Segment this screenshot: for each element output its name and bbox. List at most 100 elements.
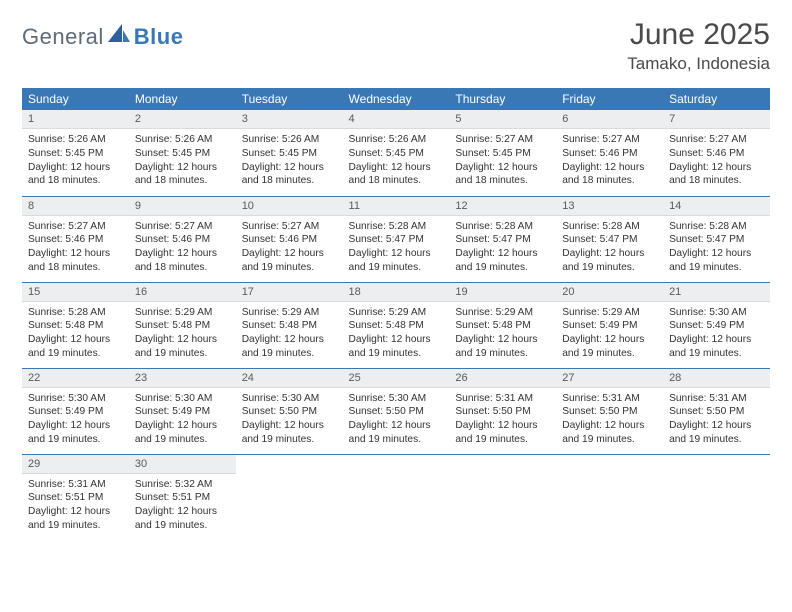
day-number: 14 — [663, 197, 770, 216]
daylight-line: Daylight: 12 hours and 19 minutes. — [242, 419, 337, 447]
calendar-day-cell: 13Sunrise: 5:28 AMSunset: 5:47 PMDayligh… — [556, 196, 663, 282]
day-details: Sunrise: 5:29 AMSunset: 5:48 PMDaylight:… — [236, 302, 343, 367]
day-number: 1 — [22, 110, 129, 129]
calendar-day-cell: 15Sunrise: 5:28 AMSunset: 5:48 PMDayligh… — [22, 282, 129, 368]
daylight-line: Daylight: 12 hours and 19 minutes. — [28, 505, 123, 533]
day-number: 26 — [449, 369, 556, 388]
daylight-line: Daylight: 12 hours and 18 minutes. — [135, 247, 230, 275]
calendar-day-cell: 5Sunrise: 5:27 AMSunset: 5:45 PMDaylight… — [449, 110, 556, 196]
sunset-line: Sunset: 5:45 PM — [455, 147, 550, 161]
day-number: 29 — [22, 455, 129, 474]
sunrise-line: Sunrise: 5:30 AM — [242, 392, 337, 406]
day-number: 12 — [449, 197, 556, 216]
calendar-table: SundayMondayTuesdayWednesdayThursdayFrid… — [22, 88, 770, 540]
day-number: 27 — [556, 369, 663, 388]
sunrise-line: Sunrise: 5:29 AM — [455, 306, 550, 320]
daylight-line: Daylight: 12 hours and 19 minutes. — [135, 505, 230, 533]
calendar-day-cell: 4Sunrise: 5:26 AMSunset: 5:45 PMDaylight… — [343, 110, 450, 196]
day-number: 6 — [556, 110, 663, 129]
sunset-line: Sunset: 5:49 PM — [669, 319, 764, 333]
daylight-line: Daylight: 12 hours and 19 minutes. — [669, 247, 764, 275]
day-details: Sunrise: 5:31 AMSunset: 5:50 PMDaylight:… — [556, 388, 663, 453]
calendar-day-cell: 6Sunrise: 5:27 AMSunset: 5:46 PMDaylight… — [556, 110, 663, 196]
calendar-day-cell: 24Sunrise: 5:30 AMSunset: 5:50 PMDayligh… — [236, 368, 343, 454]
daylight-line: Daylight: 12 hours and 19 minutes. — [669, 333, 764, 361]
sunrise-line: Sunrise: 5:32 AM — [135, 478, 230, 492]
sunset-line: Sunset: 5:47 PM — [669, 233, 764, 247]
brand-logo: General Blue — [22, 24, 183, 50]
day-number: 28 — [663, 369, 770, 388]
month-title: June 2025 — [627, 18, 770, 52]
calendar-day-cell: 19Sunrise: 5:29 AMSunset: 5:48 PMDayligh… — [449, 282, 556, 368]
day-details: Sunrise: 5:27 AMSunset: 5:45 PMDaylight:… — [449, 129, 556, 194]
day-number: 11 — [343, 197, 450, 216]
day-details: Sunrise: 5:29 AMSunset: 5:48 PMDaylight:… — [343, 302, 450, 367]
sunrise-line: Sunrise: 5:31 AM — [669, 392, 764, 406]
sunrise-line: Sunrise: 5:30 AM — [349, 392, 444, 406]
daylight-line: Daylight: 12 hours and 19 minutes. — [28, 333, 123, 361]
calendar-day-cell — [556, 454, 663, 540]
day-details: Sunrise: 5:28 AMSunset: 5:47 PMDaylight:… — [449, 216, 556, 281]
sunset-line: Sunset: 5:48 PM — [135, 319, 230, 333]
weekday-header: Tuesday — [236, 88, 343, 110]
sunrise-line: Sunrise: 5:29 AM — [562, 306, 657, 320]
calendar-day-cell: 10Sunrise: 5:27 AMSunset: 5:46 PMDayligh… — [236, 196, 343, 282]
calendar-week-row: 15Sunrise: 5:28 AMSunset: 5:48 PMDayligh… — [22, 282, 770, 368]
calendar-week-row: 22Sunrise: 5:30 AMSunset: 5:49 PMDayligh… — [22, 368, 770, 454]
sunrise-line: Sunrise: 5:26 AM — [28, 133, 123, 147]
sunrise-line: Sunrise: 5:26 AM — [135, 133, 230, 147]
day-number: 21 — [663, 283, 770, 302]
day-details: Sunrise: 5:27 AMSunset: 5:46 PMDaylight:… — [236, 216, 343, 281]
daylight-line: Daylight: 12 hours and 18 minutes. — [242, 161, 337, 189]
daylight-line: Daylight: 12 hours and 18 minutes. — [562, 161, 657, 189]
day-details: Sunrise: 5:26 AMSunset: 5:45 PMDaylight:… — [236, 129, 343, 194]
day-number: 25 — [343, 369, 450, 388]
day-details: Sunrise: 5:27 AMSunset: 5:46 PMDaylight:… — [556, 129, 663, 194]
calendar-day-cell: 1Sunrise: 5:26 AMSunset: 5:45 PMDaylight… — [22, 110, 129, 196]
day-details: Sunrise: 5:30 AMSunset: 5:50 PMDaylight:… — [343, 388, 450, 453]
sunrise-line: Sunrise: 5:31 AM — [28, 478, 123, 492]
sunrise-line: Sunrise: 5:26 AM — [349, 133, 444, 147]
sunset-line: Sunset: 5:46 PM — [135, 233, 230, 247]
weekday-header: Thursday — [449, 88, 556, 110]
calendar-day-cell: 26Sunrise: 5:31 AMSunset: 5:50 PMDayligh… — [449, 368, 556, 454]
daylight-line: Daylight: 12 hours and 19 minutes. — [135, 333, 230, 361]
daylight-line: Daylight: 12 hours and 18 minutes. — [669, 161, 764, 189]
sunset-line: Sunset: 5:48 PM — [28, 319, 123, 333]
calendar-day-cell — [663, 454, 770, 540]
day-details: Sunrise: 5:27 AMSunset: 5:46 PMDaylight:… — [129, 216, 236, 281]
page-header: General Blue June 2025 Tamako, Indonesia — [22, 18, 770, 74]
sunset-line: Sunset: 5:47 PM — [455, 233, 550, 247]
sunset-line: Sunset: 5:45 PM — [135, 147, 230, 161]
sunrise-line: Sunrise: 5:27 AM — [28, 220, 123, 234]
sunrise-line: Sunrise: 5:27 AM — [242, 220, 337, 234]
day-number: 9 — [129, 197, 236, 216]
daylight-line: Daylight: 12 hours and 18 minutes. — [349, 161, 444, 189]
calendar-day-cell: 20Sunrise: 5:29 AMSunset: 5:49 PMDayligh… — [556, 282, 663, 368]
sunset-line: Sunset: 5:47 PM — [562, 233, 657, 247]
location-label: Tamako, Indonesia — [627, 54, 770, 74]
sunrise-line: Sunrise: 5:28 AM — [562, 220, 657, 234]
calendar-head: SundayMondayTuesdayWednesdayThursdayFrid… — [22, 88, 770, 110]
day-details: Sunrise: 5:28 AMSunset: 5:47 PMDaylight:… — [663, 216, 770, 281]
daylight-line: Daylight: 12 hours and 19 minutes. — [242, 247, 337, 275]
day-number: 3 — [236, 110, 343, 129]
sunset-line: Sunset: 5:51 PM — [135, 491, 230, 505]
sunrise-line: Sunrise: 5:28 AM — [455, 220, 550, 234]
calendar-day-cell: 11Sunrise: 5:28 AMSunset: 5:47 PMDayligh… — [343, 196, 450, 282]
sunrise-line: Sunrise: 5:30 AM — [28, 392, 123, 406]
calendar-day-cell: 12Sunrise: 5:28 AMSunset: 5:47 PMDayligh… — [449, 196, 556, 282]
calendar-day-cell: 14Sunrise: 5:28 AMSunset: 5:47 PMDayligh… — [663, 196, 770, 282]
calendar-day-cell: 25Sunrise: 5:30 AMSunset: 5:50 PMDayligh… — [343, 368, 450, 454]
calendar-day-cell: 16Sunrise: 5:29 AMSunset: 5:48 PMDayligh… — [129, 282, 236, 368]
day-details: Sunrise: 5:29 AMSunset: 5:49 PMDaylight:… — [556, 302, 663, 367]
sunrise-line: Sunrise: 5:29 AM — [242, 306, 337, 320]
daylight-line: Daylight: 12 hours and 18 minutes. — [135, 161, 230, 189]
day-number: 23 — [129, 369, 236, 388]
weekday-header: Wednesday — [343, 88, 450, 110]
day-number: 30 — [129, 455, 236, 474]
calendar-day-cell: 23Sunrise: 5:30 AMSunset: 5:49 PMDayligh… — [129, 368, 236, 454]
daylight-line: Daylight: 12 hours and 19 minutes. — [455, 247, 550, 275]
daylight-line: Daylight: 12 hours and 18 minutes. — [28, 161, 123, 189]
calendar-week-row: 1Sunrise: 5:26 AMSunset: 5:45 PMDaylight… — [22, 110, 770, 196]
